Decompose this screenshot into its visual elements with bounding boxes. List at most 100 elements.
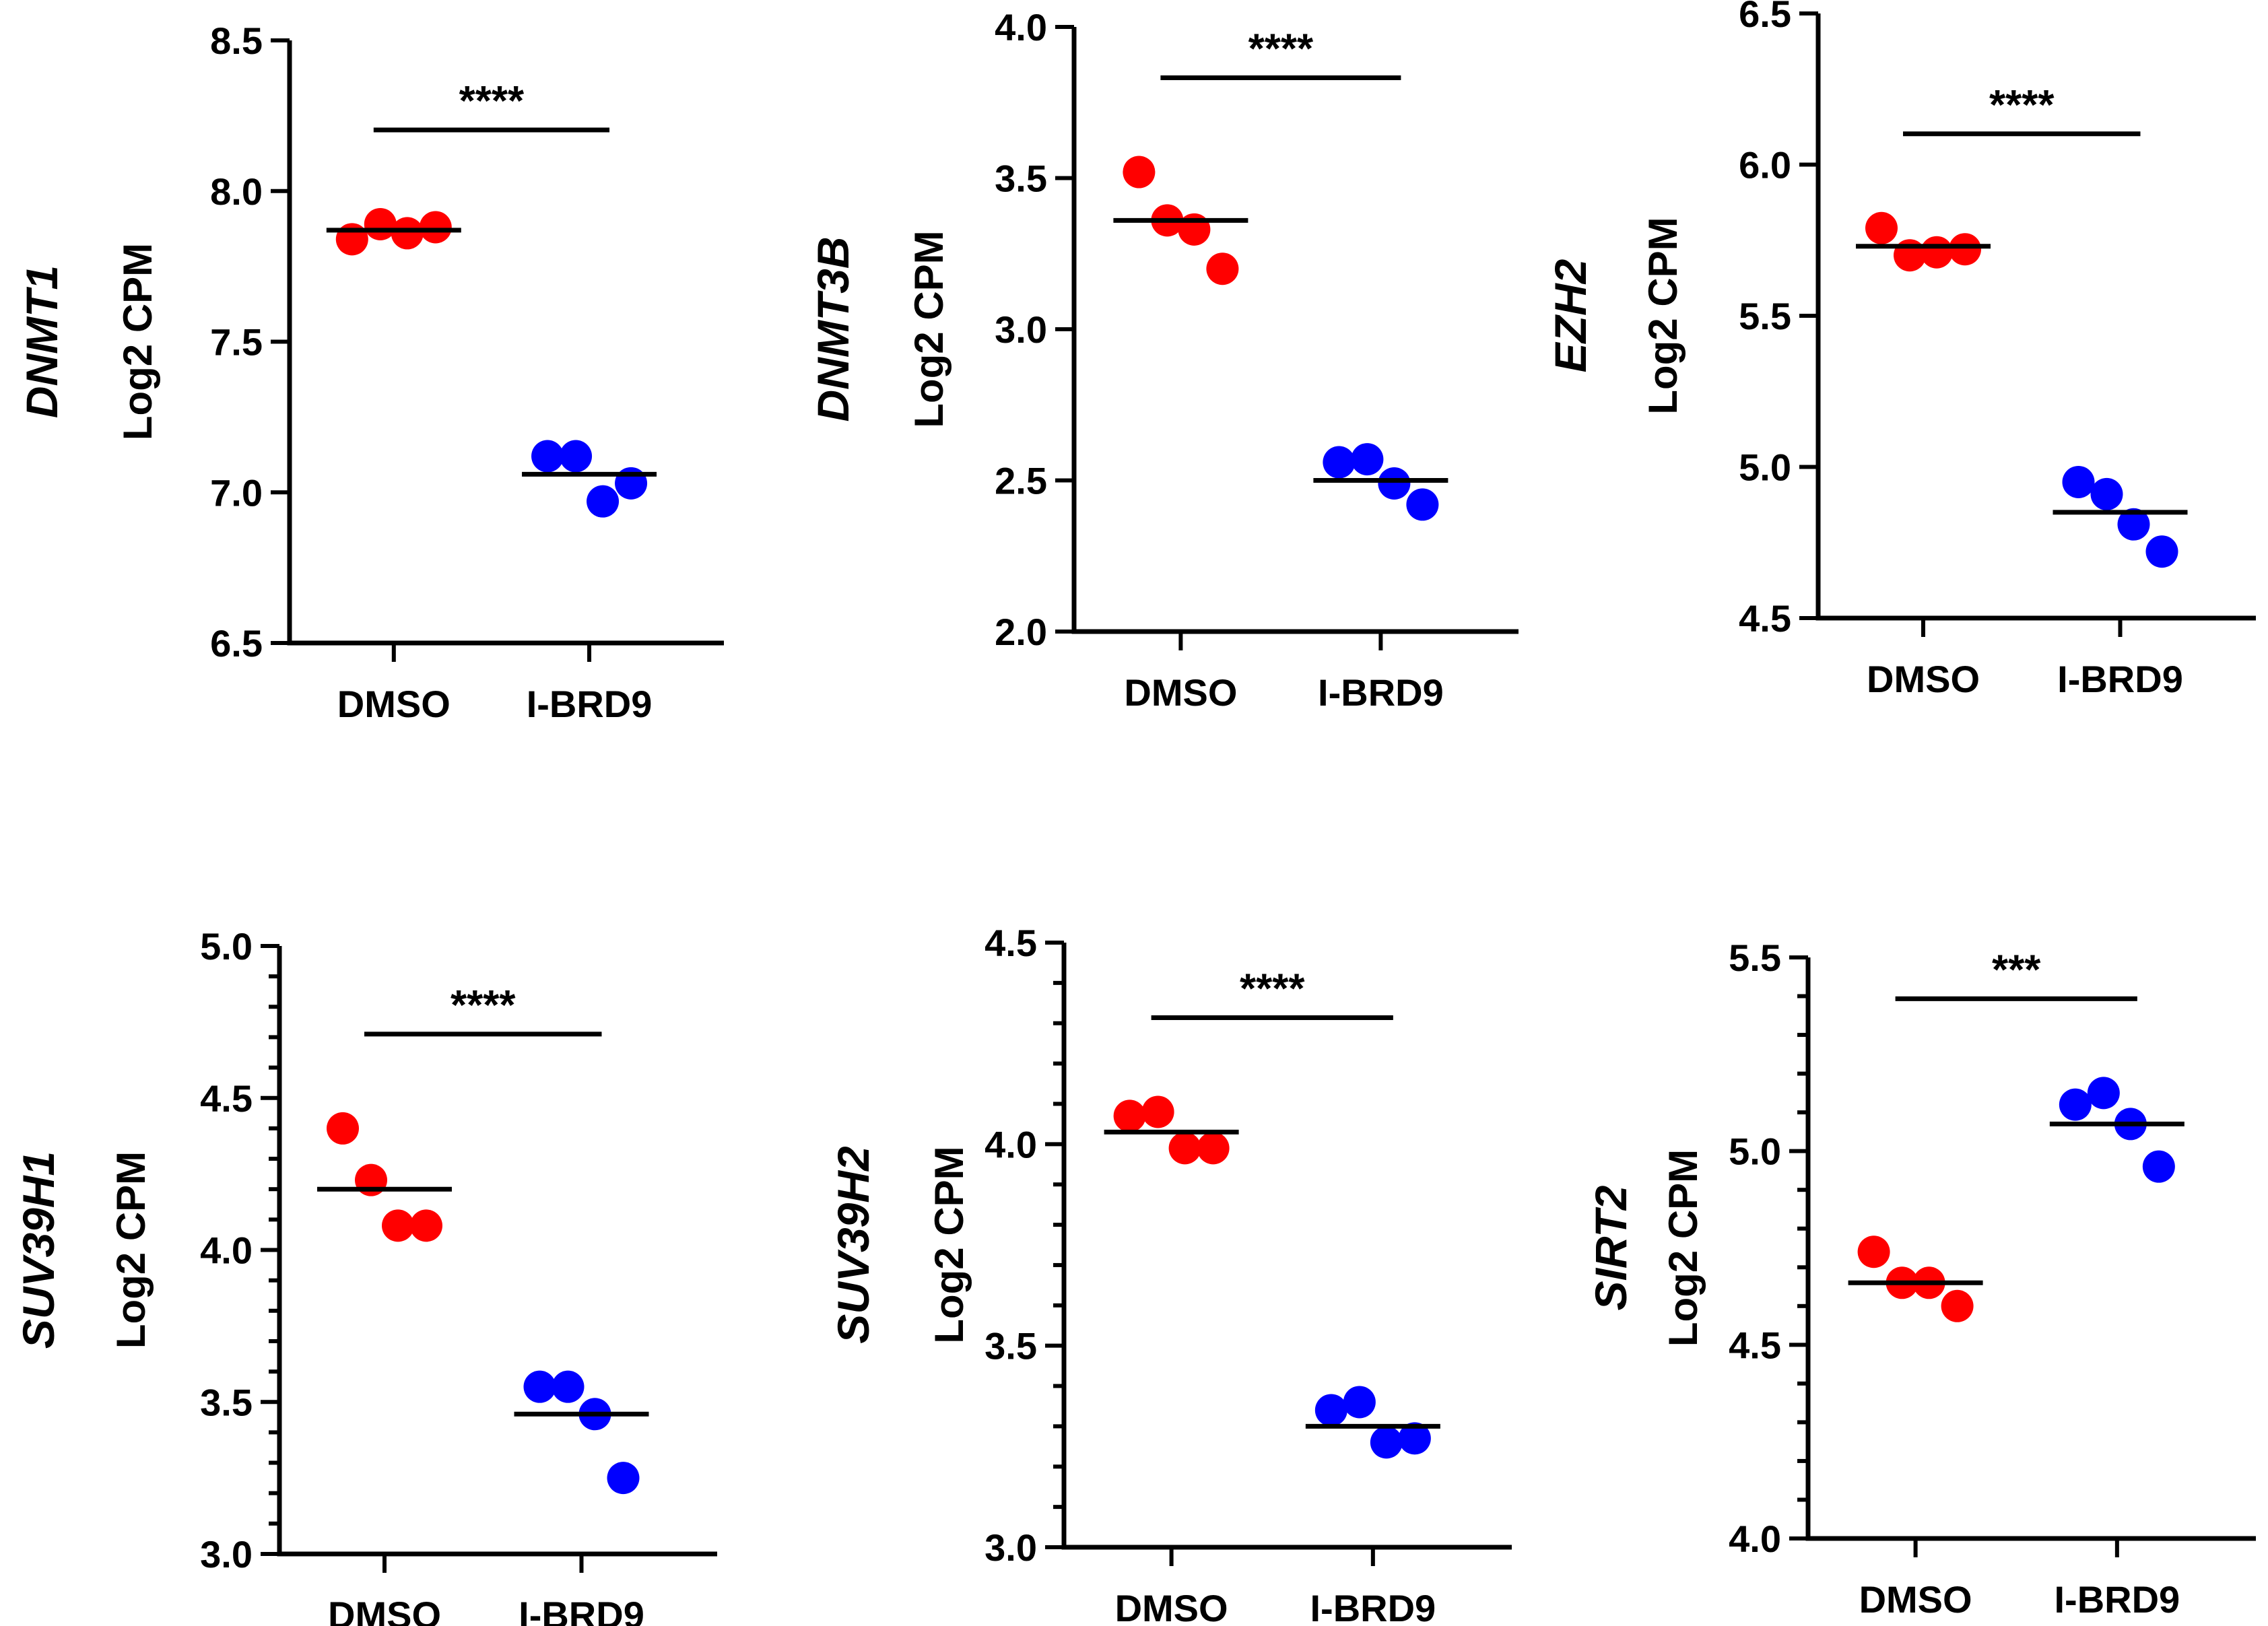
data-point-i-brd9: [1406, 488, 1439, 521]
y-tick-label: 8.0: [210, 170, 263, 213]
y-tick-label: 4.0: [985, 1123, 1037, 1165]
x-category-label: DMSO: [1124, 671, 1237, 714]
y-tick-label: 4.5: [1739, 597, 1791, 640]
y-tick-label: 6.0: [1739, 144, 1791, 187]
y-tick-label: 7.0: [210, 471, 263, 514]
y-tick-label: 4.0: [995, 6, 1047, 48]
y-tick-label: 2.5: [995, 460, 1047, 502]
gene-label: DNMT3B: [808, 237, 858, 422]
y-tick-label: 4.5: [985, 922, 1037, 964]
gene-label: SIRT2: [1586, 1185, 1636, 1310]
data-point-i-brd9: [1398, 1422, 1431, 1455]
y-tick-label: 3.0: [985, 1526, 1037, 1569]
gene-label: DNMT1: [17, 265, 67, 418]
data-point-i-brd9: [2117, 508, 2150, 541]
data-point-dmso: [1857, 1235, 1890, 1268]
data-point-dmso: [391, 217, 424, 250]
y-tick-label: 4.0: [200, 1229, 253, 1272]
data-point-dmso: [1206, 252, 1239, 285]
data-point-dmso: [410, 1209, 442, 1242]
y-axis-label: Log2 CPM: [1640, 217, 1686, 414]
significance-label: ***: [1992, 947, 2041, 993]
data-point-i-brd9: [2145, 535, 2178, 568]
y-tick-label: 3.5: [985, 1325, 1037, 1367]
x-category-label: DMSO: [337, 683, 451, 725]
data-point-dmso: [419, 211, 452, 244]
y-tick-label: 4.0: [1729, 1518, 1781, 1560]
panel-suv39h1: 3.0 3.5 4.0 4.5 5.0 DMSO I-BRD9 Log2 CPM SUV39H1…: [13, 925, 717, 1626]
y-tick-label: 5.0: [200, 925, 253, 968]
x-category-label: I-BRD9: [2057, 658, 2183, 700]
data-point-i-brd9: [1343, 1386, 1376, 1419]
data-point-dmso: [1168, 1132, 1201, 1165]
y-tick-label: 3.0: [995, 308, 1047, 351]
data-point-i-brd9: [560, 440, 593, 473]
y-axis-label: Log2 CPM: [115, 243, 160, 440]
panel-ezh2: 4.5 5.0 5.5 6.0 6.5 DMSO I-BRD9 Log2 CPM EZH2 ***…: [1545, 0, 2256, 700]
gene-label: EZH2: [1545, 259, 1595, 372]
significance-label: ****: [451, 982, 516, 1029]
y-tick-label: 5.0: [1739, 446, 1791, 489]
data-point-i-brd9: [531, 440, 564, 473]
y-tick-label: 8.5: [210, 20, 263, 62]
data-point-dmso: [1141, 1095, 1174, 1128]
panel-dnmt3b: 2.0 2.5 3.0 3.5 4.0 DMSO I-BRD9 Log2 CPM DNMT3B *…: [808, 6, 1519, 714]
gene-label: SUV39H2: [828, 1146, 878, 1344]
data-point-i-brd9: [2087, 1077, 2120, 1110]
y-tick-label: 6.5: [1739, 0, 1791, 35]
x-category-label: I-BRD9: [1318, 671, 1444, 714]
data-point-dmso: [327, 1112, 359, 1145]
data-point-i-brd9: [607, 1462, 640, 1495]
data-point-i-brd9: [1370, 1426, 1403, 1459]
data-point-dmso: [1865, 211, 1898, 244]
y-tick-label: 4.5: [200, 1077, 253, 1120]
data-point-i-brd9: [587, 485, 620, 518]
y-tick-label: 4.5: [1729, 1324, 1781, 1366]
x-category-label: I-BRD9: [1310, 1587, 1436, 1626]
data-point-dmso: [1921, 236, 1953, 269]
data-point-i-brd9: [1378, 467, 1411, 500]
data-point-i-brd9: [1323, 446, 1356, 479]
data-point-i-brd9: [2062, 465, 2095, 498]
y-tick-label: 2.0: [995, 611, 1047, 653]
data-point-i-brd9: [1351, 443, 1384, 476]
data-point-dmso: [1123, 156, 1156, 189]
y-axis-label: Log2 CPM: [906, 230, 952, 428]
axis-lines: [1071, 27, 1519, 634]
data-point-dmso: [1941, 1289, 1974, 1322]
y-axis-label: Log2 CPM: [108, 1151, 154, 1349]
data-point-dmso: [1197, 1132, 1230, 1165]
x-category-label: DMSO: [1859, 1578, 1972, 1621]
y-tick-label: 3.5: [995, 158, 1047, 200]
axis-lines: [1061, 943, 1512, 1550]
y-tick-label: 7.5: [210, 321, 263, 364]
x-category-label: I-BRD9: [527, 683, 653, 725]
y-tick-label: 3.5: [200, 1381, 253, 1423]
y-tick-label: 5.0: [1729, 1130, 1781, 1173]
y-axis-label: Log2 CPM: [927, 1146, 972, 1343]
gene-label: SUV39H1: [13, 1151, 63, 1349]
panel-dnmt1: 6.5 7.0 7.5 8.0 8.5 DMSO I-BRD9 Log2 CPM DNMT1 **…: [17, 20, 724, 725]
y-axis-label: Log2 CPM: [1661, 1149, 1706, 1347]
panel-sirt2: 4.0 4.5 5.0 5.5 DMSO I-BRD9 Log2 CPM SIRT2 ***: [1586, 937, 2256, 1621]
significance-label: ****: [1248, 26, 1314, 73]
x-category-label: DMSO: [1867, 658, 1980, 700]
data-point-dmso: [382, 1209, 414, 1242]
y-tick-label: 5.5: [1729, 937, 1781, 979]
data-point-dmso: [1113, 1099, 1146, 1132]
data-point-i-brd9: [2059, 1088, 2092, 1121]
axis-lines: [277, 946, 717, 1557]
data-point-i-brd9: [2142, 1150, 2175, 1183]
x-category-label: DMSO: [328, 1594, 441, 1626]
data-point-i-brd9: [1314, 1394, 1347, 1427]
x-category-label: DMSO: [1115, 1587, 1228, 1626]
x-category-label: I-BRD9: [519, 1594, 644, 1626]
x-category-label: I-BRD9: [2055, 1578, 2180, 1621]
significance-label: ****: [1989, 82, 2055, 129]
data-point-i-brd9: [552, 1370, 585, 1403]
y-tick-label: 5.5: [1739, 295, 1791, 337]
y-tick-label: 6.5: [210, 622, 263, 665]
panel-suv39h2: 3.0 3.5 4.0 4.5 DMSO I-BRD9 Log2 CPM SUV39H2 ***…: [828, 922, 1512, 1626]
y-tick-label: 3.0: [200, 1533, 253, 1576]
